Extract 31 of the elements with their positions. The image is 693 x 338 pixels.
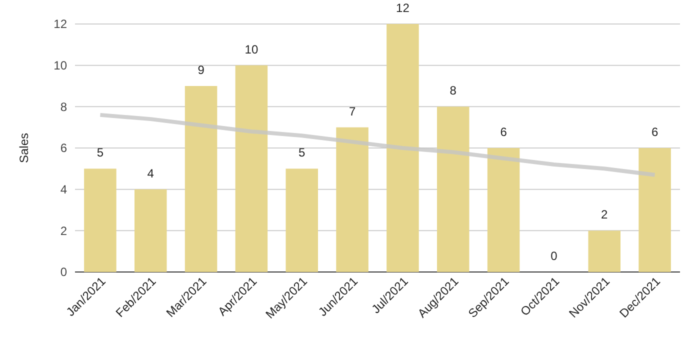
data-label: 0 <box>550 249 558 263</box>
y-tick-label: 0 <box>60 265 68 280</box>
y-tick-label: 6 <box>60 141 68 156</box>
data-label: 2 <box>601 208 608 222</box>
data-label: 6 <box>500 125 508 139</box>
bar <box>336 127 368 272</box>
data-label: 10 <box>244 42 258 56</box>
y-tick-label: 4 <box>60 182 68 197</box>
bar <box>487 148 520 272</box>
y-tick-label: 8 <box>60 100 68 114</box>
bar <box>436 106 470 272</box>
data-label: 4 <box>147 166 154 180</box>
data-label: 9 <box>198 63 205 77</box>
bar <box>134 189 167 272</box>
bar <box>286 168 318 272</box>
y-tick-label: 10 <box>54 58 68 73</box>
bar <box>84 168 116 272</box>
data-label: 8 <box>450 84 457 98</box>
y-tick-label: 2 <box>60 224 68 238</box>
y-tick-label: 12 <box>54 17 68 32</box>
bar <box>386 24 419 272</box>
bar <box>588 230 621 272</box>
bar <box>235 65 268 272</box>
data-label: 5 <box>96 146 104 160</box>
y-axis-title: Sales <box>17 132 31 164</box>
data-label: 5 <box>298 146 306 160</box>
data-label: 6 <box>651 125 658 139</box>
bar <box>638 148 671 272</box>
data-label: 7 <box>348 104 356 118</box>
data-label: 12 <box>396 1 410 15</box>
bar <box>184 86 218 272</box>
